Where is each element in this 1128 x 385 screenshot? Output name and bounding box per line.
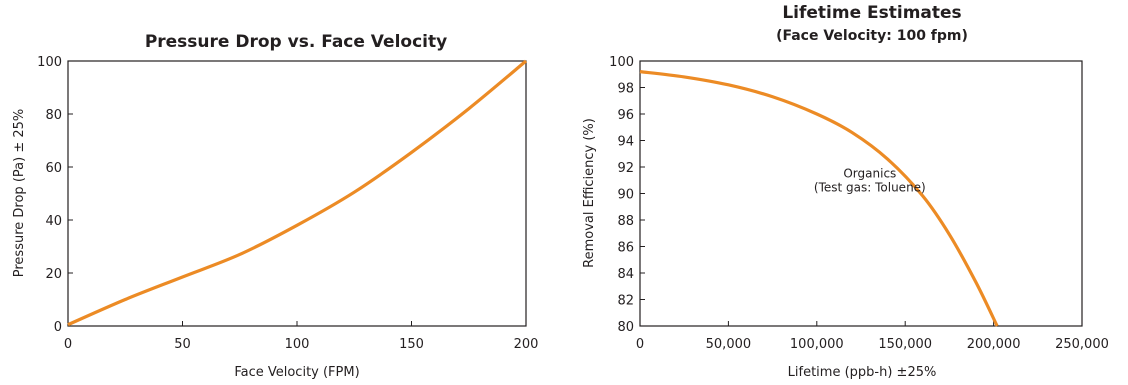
y-tick-label: 100 bbox=[37, 55, 62, 70]
y-tick-label: 80 bbox=[617, 320, 634, 335]
y-tick-label: 92 bbox=[617, 161, 634, 176]
x-tick-label: 100,000 bbox=[790, 337, 844, 352]
x-tick-label: 50 bbox=[174, 337, 191, 352]
x-tick-label: 0 bbox=[64, 337, 72, 352]
x-tick-label: 200 bbox=[514, 337, 539, 352]
y-axis-label: Removal Efficiency (%) bbox=[582, 118, 597, 268]
plot-frame bbox=[67, 60, 527, 327]
series-line bbox=[639, 70, 999, 327]
y-tick-label: 88 bbox=[617, 214, 634, 229]
y-tick-label: 40 bbox=[45, 214, 62, 229]
y-tick-label: 100 bbox=[609, 55, 634, 70]
annotation-label: (Test gas: Toluene) bbox=[814, 181, 926, 195]
x-tick-label: 150,000 bbox=[878, 337, 932, 352]
annotation-label: Organics bbox=[843, 167, 896, 181]
y-tick-label: 90 bbox=[617, 188, 634, 203]
chart-lifetime-estimates: Lifetime Estimates (Face Velocity: 100 f… bbox=[582, 3, 1109, 380]
series-group bbox=[639, 70, 999, 327]
y-tick-label: 98 bbox=[617, 82, 634, 97]
y-tick-label: 20 bbox=[45, 267, 62, 282]
x-axis-label: Lifetime (ppb-h) ±25% bbox=[788, 365, 937, 380]
series-line bbox=[67, 59, 528, 327]
y-tick-label: 94 bbox=[617, 135, 634, 150]
x-tick-label: 200,000 bbox=[967, 337, 1021, 352]
x-tick-label: 50,000 bbox=[706, 337, 752, 352]
y-tick-label: 82 bbox=[617, 294, 634, 309]
y-axis: 0 20 40 60 80 100 bbox=[37, 55, 73, 335]
x-axis: 0 50,000 100,000 150,000 200,000 250,000 bbox=[636, 321, 1109, 352]
annotation-group: Organics(Test gas: Toluene) bbox=[814, 167, 926, 195]
x-axis: 0 50 100 150 200 bbox=[64, 321, 539, 352]
x-axis-label: Face Velocity (FPM) bbox=[234, 365, 359, 380]
chart-subtitle: (Face Velocity: 100 fpm) bbox=[776, 28, 968, 44]
x-tick-label: 150 bbox=[399, 337, 424, 352]
chart-title: Pressure Drop vs. Face Velocity bbox=[145, 32, 447, 52]
series-group bbox=[67, 59, 528, 327]
x-tick-label: 250,000 bbox=[1055, 337, 1109, 352]
chart-pressure-drop: Pressure Drop vs. Face Velocity 0 50 100 15… bbox=[12, 32, 538, 380]
x-tick-label: 0 bbox=[636, 337, 644, 352]
y-tick-label: 96 bbox=[617, 108, 634, 123]
y-axis: 80 82 84 86 88 90 92 94 96 98 100 bbox=[609, 55, 645, 335]
y-tick-label: 86 bbox=[617, 241, 634, 256]
chart-title: Lifetime Estimates bbox=[782, 3, 961, 23]
x-tick-label: 100 bbox=[285, 337, 310, 352]
y-tick-label: 84 bbox=[617, 267, 634, 282]
y-tick-label: 60 bbox=[45, 161, 62, 176]
y-axis-label: Pressure Drop (Pa) ± 25% bbox=[12, 109, 27, 277]
y-tick-label: 0 bbox=[54, 320, 62, 335]
y-tick-label: 80 bbox=[45, 108, 62, 123]
